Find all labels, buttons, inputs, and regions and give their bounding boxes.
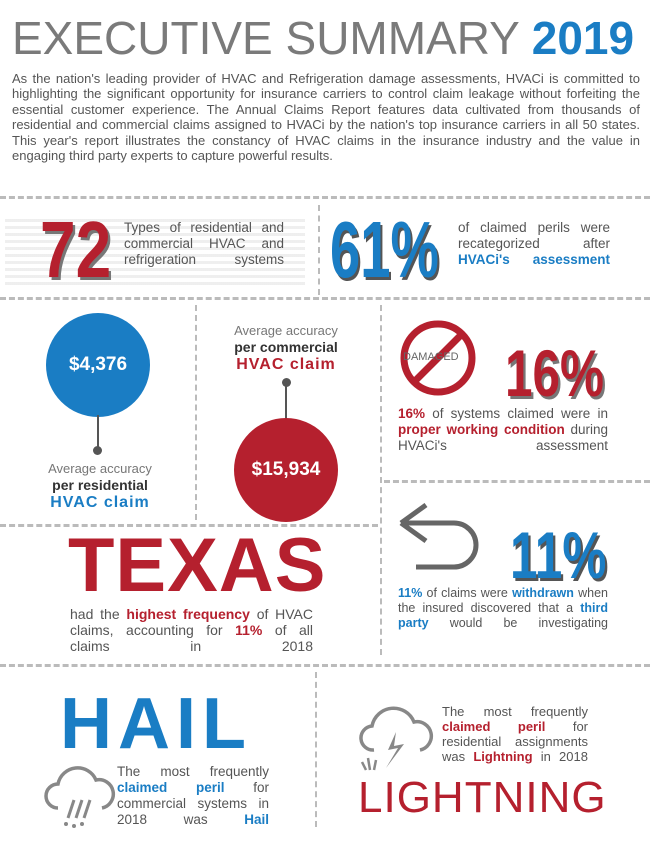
title-year: 2019 (531, 12, 635, 64)
t: claimed peril (442, 719, 546, 734)
hvac-units-illustration (5, 215, 305, 285)
t: of systems claimed were in (432, 406, 608, 421)
divider (380, 305, 382, 655)
residential-label: Average accuracy per residential HVAC cl… (30, 460, 170, 511)
divider (0, 524, 378, 527)
t: per residential (52, 477, 148, 493)
t: when the insured discovered that a (398, 586, 608, 615)
stat-72-text: Types of residential and commercial HVAC… (124, 220, 284, 267)
commercial-value: $15,934 (251, 459, 321, 480)
connector-dot (93, 446, 102, 455)
no-damaged-icon: DAMAGED (399, 319, 477, 397)
t: The most frequently (117, 764, 269, 779)
t: claimed peril (117, 780, 225, 795)
t: highest frequency (126, 606, 250, 622)
page-title: EXECUTIVE SUMMARY 2019 (12, 12, 634, 64)
connector (285, 382, 287, 422)
undo-arrow-icon (396, 502, 482, 578)
divider (0, 664, 650, 667)
stat-16-value: 16% (505, 336, 605, 410)
divider (0, 196, 650, 199)
t: would be investigating (449, 616, 608, 630)
lightning-value: LIGHTNING (358, 773, 607, 822)
t: Hail (244, 812, 269, 827)
t: of all claims in 2018 (70, 622, 314, 654)
stat-72-value: 72 (40, 205, 112, 294)
t: Average accuracy (234, 323, 338, 338)
texas-text: had the highest frequency of HVAC claims… (70, 606, 313, 654)
hail-text: The most frequently claimed peril for co… (117, 764, 269, 828)
t: 11% (235, 622, 263, 638)
t: 11% (398, 586, 423, 600)
hail-cloud-icon (44, 760, 116, 837)
title-text: EXECUTIVE SUMMARY (12, 12, 519, 64)
t: Average accuracy (48, 461, 152, 476)
t: for commercial systems in 2018 was (117, 780, 269, 827)
t: for residential assignments was (442, 719, 588, 764)
connector (97, 415, 99, 450)
lightning-text: The most frequently claimed peril for re… (442, 704, 588, 764)
stat-11-value: 11% (510, 518, 607, 592)
t: per commercial (234, 339, 338, 355)
t: withdrawn (512, 586, 574, 600)
intro-paragraph: As the nation's leading provider of HVAC… (12, 71, 640, 164)
t: HVAC claim (236, 356, 336, 373)
t: had the (70, 606, 120, 622)
stat-61-text: of claimed perils were recategorized aft… (458, 220, 610, 268)
divider (318, 205, 320, 295)
t: 16% (398, 406, 426, 421)
commercial-label: Average accuracy per commercial HVAC cla… (216, 322, 356, 373)
residential-value-circle: $4,376 (46, 313, 150, 417)
t: of HVAC claims, accounting for (70, 606, 314, 638)
t: proper working condition (398, 422, 565, 437)
residential-value: $4,376 (68, 354, 128, 375)
texas-value: TEXAS (68, 523, 327, 608)
commercial-value-circle: $15,934 (234, 418, 338, 522)
damaged-label: DAMAGED (403, 351, 459, 363)
stat-16-text: 16% of systems claimed were in proper wo… (398, 406, 608, 454)
stat-11-text: 11% of claims were withdrawn when the in… (398, 586, 608, 631)
divider (0, 297, 650, 300)
divider (384, 480, 650, 483)
t: HVACi's assessment (458, 252, 610, 267)
stat-61-value: 61% (330, 205, 439, 294)
t: HVAC claim (50, 494, 150, 511)
t: during HVACi's assessment (398, 422, 608, 453)
t: third party (398, 601, 608, 630)
t: of claims were (426, 586, 508, 600)
lightning-cloud-icon (358, 700, 438, 780)
t: of claimed perils were recategorized aft… (458, 220, 610, 251)
t: Lightning (473, 749, 533, 764)
hail-value: HAIL (60, 684, 252, 764)
t: The most frequently (442, 704, 588, 719)
t: in 2018 (540, 749, 588, 764)
divider (195, 305, 197, 520)
divider (315, 672, 317, 827)
